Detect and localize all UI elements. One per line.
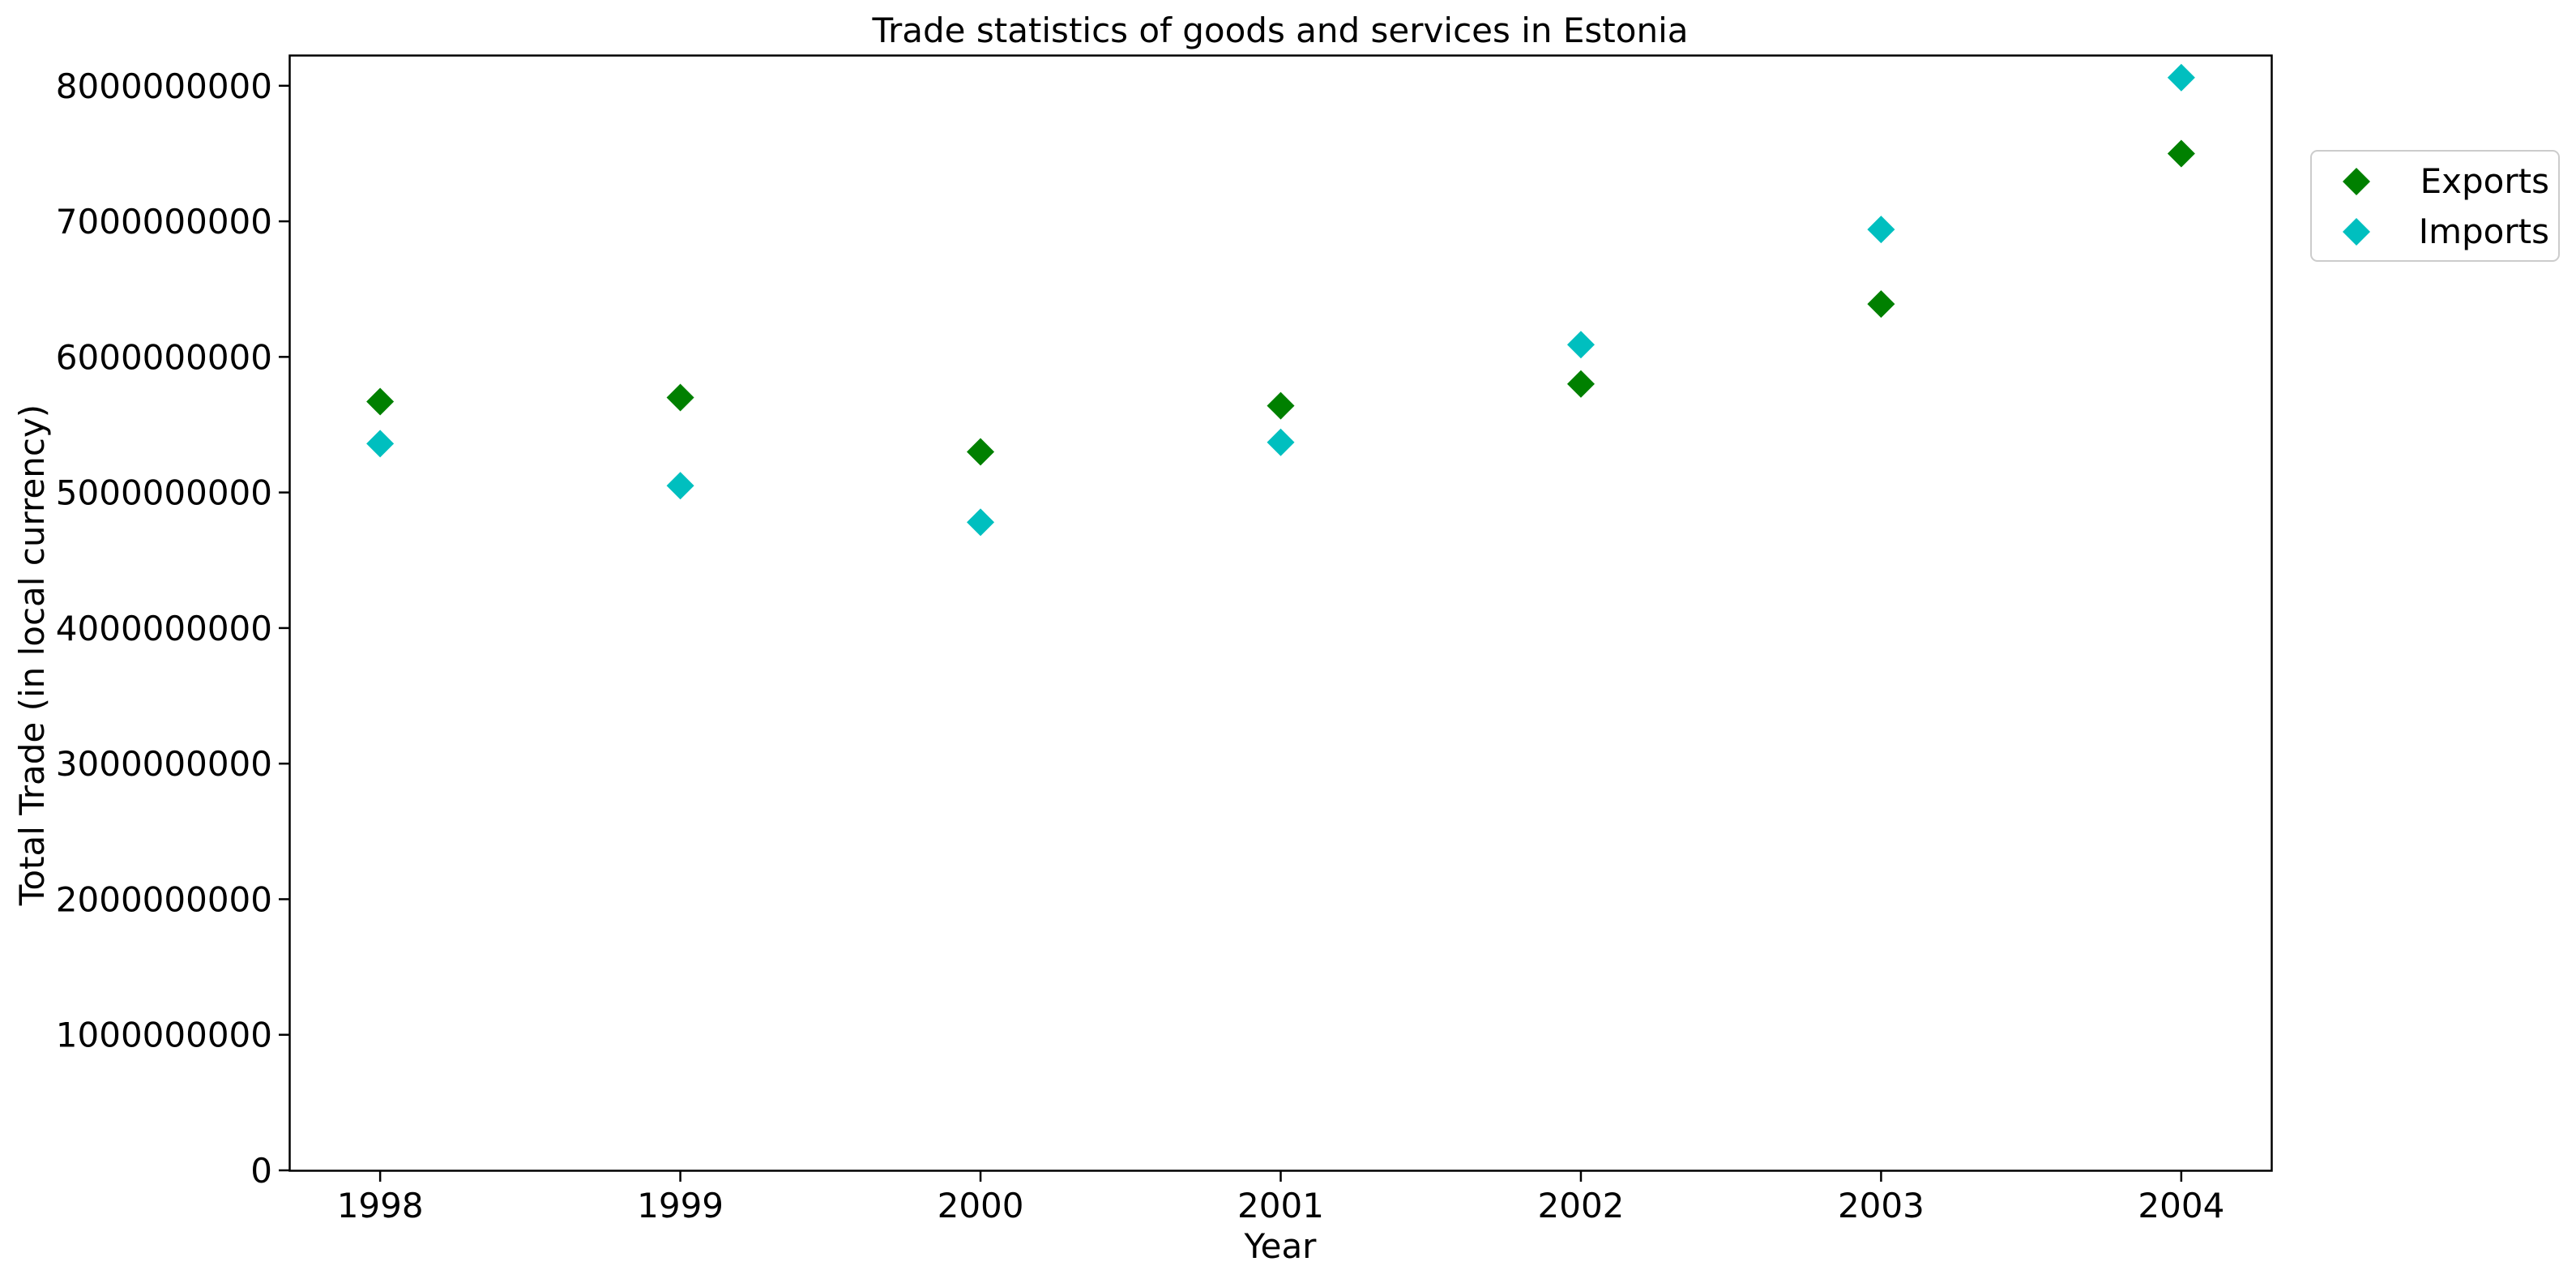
point-imports-2001 [1267,428,1295,456]
x-axis-ticks: 1998 1999 2000 2001 2002 2003 2004 [337,1170,2224,1225]
point-imports-2002 [1566,331,1595,359]
x-tick-label: 2000 [938,1186,1024,1225]
point-imports-1999 [666,472,694,500]
y-tick-label: 7000000000 [56,202,272,242]
x-tick-label: 2003 [1838,1186,1925,1225]
x-tick-label: 2001 [1237,1186,1324,1225]
point-exports-2003 [1867,290,1895,319]
legend: Exports Imports [2310,150,2560,262]
point-imports-1998 [366,430,395,458]
plot-area-frame [288,54,2273,1172]
series-imports [366,63,2195,537]
point-exports-1999 [666,383,694,412]
legend-label-imports: Imports [2419,212,2549,251]
y-tick-label: 5000000000 [56,473,272,513]
point-exports-2004 [2167,139,2195,168]
point-exports-1998 [366,387,395,416]
y-tick-label: 0 [250,1151,272,1191]
point-exports-2001 [1267,391,1295,420]
point-exports-2000 [967,438,995,466]
y-tick-label: 1000000000 [56,1016,272,1055]
x-axis-title: Year [1244,1226,1318,1266]
x-tick-label: 1999 [637,1186,724,1225]
point-exports-2002 [1566,370,1595,398]
point-imports-2004 [2167,63,2195,92]
chart-title: Trade statistics of goods and services i… [872,11,1689,50]
data-markers [366,63,2195,537]
point-imports-2000 [967,508,995,537]
y-axis-title: Total Trade (in local currency) [12,404,52,906]
legend-marker-exports [2343,168,2370,195]
x-tick-label: 1998 [337,1186,424,1225]
y-tick-label: 4000000000 [56,609,272,648]
y-tick-label: 8000000000 [56,66,272,106]
y-tick-label: 2000000000 [56,879,272,919]
y-axis-ticks: 0 1000000000 2000000000 3000000000 400000000… [56,66,290,1191]
x-tick-label: 2002 [1538,1186,1625,1225]
x-tick-label: 2004 [2138,1186,2224,1225]
legend-marker-imports [2343,218,2370,246]
point-imports-2003 [1867,216,1895,244]
y-tick-label: 3000000000 [56,744,272,784]
legend-frame [2310,150,2560,262]
y-tick-label: 6000000000 [56,337,272,377]
series-exports [366,139,2195,466]
legend-label-exports: Exports [2420,161,2549,201]
